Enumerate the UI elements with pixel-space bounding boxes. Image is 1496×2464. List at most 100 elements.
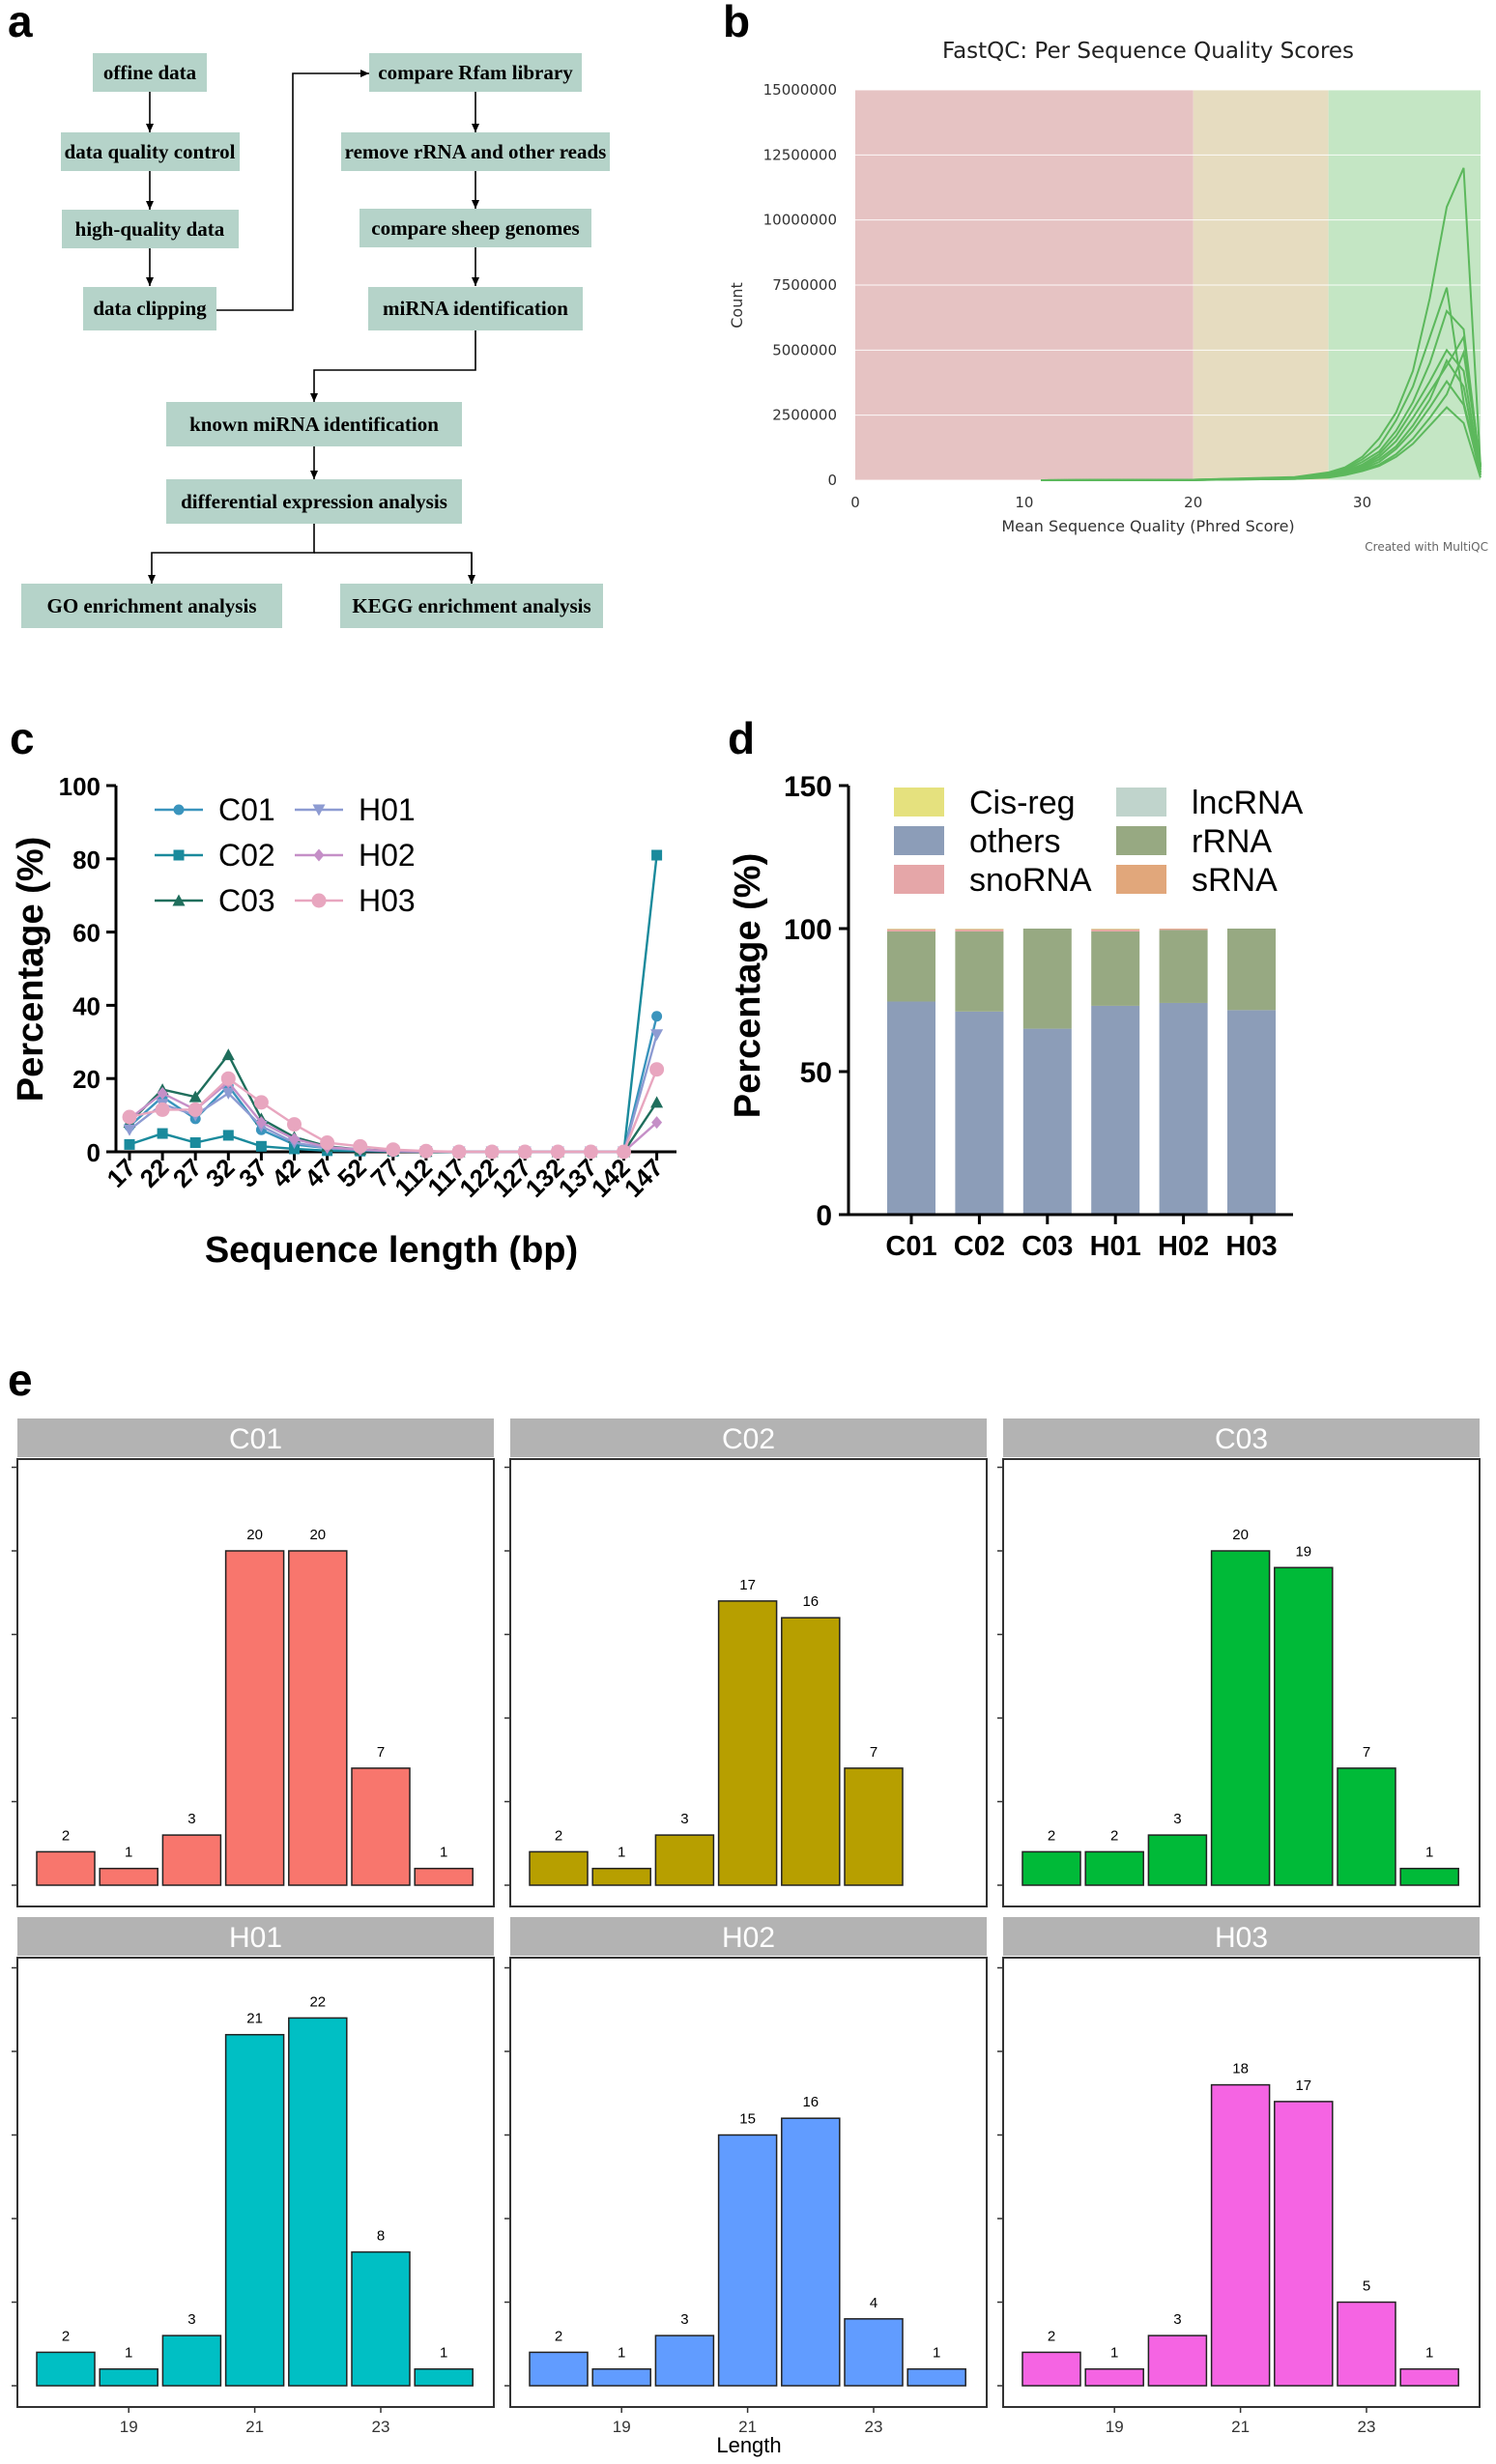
facet-title: C02 bbox=[722, 1423, 775, 1455]
flowchart: offine data data quality control high-qu… bbox=[21, 53, 610, 628]
point-C03 bbox=[188, 1090, 202, 1103]
bar-label: 7 bbox=[377, 1744, 385, 1761]
legend-item-others: others bbox=[894, 823, 1061, 860]
bar-label: 20 bbox=[309, 1527, 326, 1543]
x-tick: C01 bbox=[885, 1231, 936, 1262]
fastqc-title: FastQC: Per Sequence Quality Scores bbox=[942, 39, 1354, 64]
flow-node-qc-label: data quality control bbox=[65, 140, 236, 163]
quality-lines bbox=[1041, 167, 1482, 481]
bar-label: 3 bbox=[1173, 2311, 1181, 2328]
rna-composition-chart: 0 50 100 150 C01 C02 C03 H01 H02 H03 Cis-reg lncR… bbox=[728, 771, 1304, 1262]
bar-label: 2 bbox=[1048, 1827, 1055, 1844]
x-tick: H01 bbox=[1090, 1231, 1141, 1262]
bar-label: 16 bbox=[802, 2094, 819, 2110]
x-tick: H02 bbox=[1158, 1231, 1209, 1262]
bar-label: 1 bbox=[440, 1845, 447, 1861]
bar-stack-H01 bbox=[1091, 929, 1140, 1215]
bar-segment-snoRNA bbox=[1159, 929, 1208, 931]
flow-node-genome-label: compare sheep genomes bbox=[371, 216, 579, 240]
legend-marker-H02 bbox=[313, 848, 325, 862]
x-tick: 30 bbox=[1353, 494, 1371, 511]
bar bbox=[351, 2250, 411, 2387]
legend-marker-C03 bbox=[172, 894, 186, 906]
legend-label-sRNA: sRNA bbox=[1192, 862, 1278, 899]
y-tick: 100 bbox=[784, 914, 832, 946]
bar bbox=[1147, 1834, 1208, 1886]
facet-title: H01 bbox=[229, 1922, 282, 1954]
bar-segment-others bbox=[1022, 1028, 1072, 1215]
flow-node-offline: offine data bbox=[93, 53, 207, 92]
y-tick: 0 bbox=[827, 472, 837, 489]
bar-label: 1 bbox=[1425, 2345, 1433, 2362]
legend-label-H02: H02 bbox=[359, 838, 416, 873]
bar-stack-C03 bbox=[1022, 929, 1072, 1215]
bar-stack-H03 bbox=[1227, 929, 1276, 1215]
legend-label-C03: C03 bbox=[218, 883, 275, 918]
flow-node-clip-label: data clipping bbox=[93, 297, 207, 320]
bar bbox=[1274, 2101, 1334, 2387]
bar-stack-C01 bbox=[887, 929, 935, 1215]
bar bbox=[591, 1867, 651, 1886]
bar bbox=[1021, 2351, 1081, 2387]
c-xlabel: Sequence length (bp) bbox=[205, 1230, 578, 1271]
bar-label: 15 bbox=[739, 2111, 756, 2128]
point-H02 bbox=[289, 1132, 300, 1146]
bar-label: 3 bbox=[187, 1811, 195, 1827]
point-H03 bbox=[517, 1144, 532, 1160]
bar bbox=[654, 1834, 715, 1886]
legend-label-C01: C01 bbox=[218, 792, 275, 827]
quality-line-s9 bbox=[1041, 406, 1482, 481]
facet-strip bbox=[1003, 1917, 1480, 1956]
bar-label: 21 bbox=[246, 2011, 263, 2027]
bar bbox=[781, 1617, 841, 1886]
bar bbox=[844, 1767, 904, 1886]
panel-letter-a: a bbox=[8, 0, 33, 46]
flow-node-clip: data clipping bbox=[83, 287, 216, 330]
bar-label: 20 bbox=[1232, 1527, 1249, 1543]
bar-segment-sRNA bbox=[955, 929, 1004, 931]
bar-label: 3 bbox=[680, 2311, 688, 2328]
legend-swatch-snoRNA bbox=[894, 865, 944, 894]
bar bbox=[781, 2117, 841, 2387]
bar bbox=[414, 1867, 474, 1886]
bar bbox=[1147, 2335, 1208, 2387]
bar bbox=[1021, 1850, 1081, 1886]
bar-segment-rRNA bbox=[887, 931, 935, 1002]
bar bbox=[224, 1550, 285, 1886]
bar bbox=[1399, 2367, 1459, 2387]
legend-item-Cis-reg: Cis-reg bbox=[894, 785, 1076, 821]
y-tick: 10000000 bbox=[763, 212, 837, 229]
y-tick: 100 bbox=[59, 772, 101, 801]
point-C02 bbox=[222, 1130, 234, 1141]
flow-node-hq: high-quality data bbox=[62, 210, 239, 248]
flow-node-kegg-label: KEGG enrichment analysis bbox=[352, 594, 590, 617]
bar-segment-others bbox=[1227, 1010, 1276, 1215]
fastqc-ylabel: Count bbox=[728, 282, 746, 329]
bar-segment-rRNA bbox=[1022, 929, 1072, 1029]
bar-label: 17 bbox=[739, 1577, 756, 1593]
y-tick-labels: 0 50 100 150 bbox=[784, 771, 832, 1232]
bar bbox=[529, 2351, 589, 2387]
legend-marker-C02 bbox=[173, 849, 185, 861]
x-tick: 19 bbox=[120, 2418, 138, 2436]
bar-segment-snoRNA bbox=[1091, 930, 1140, 931]
bar bbox=[288, 2017, 348, 2387]
bar bbox=[99, 1867, 158, 1886]
legend-item-H01: H01 bbox=[295, 792, 416, 827]
panel-letter-e: e bbox=[8, 1355, 33, 1405]
y-tick: 2500000 bbox=[772, 407, 837, 424]
multiqc-credit: Created with MultiQC bbox=[1365, 540, 1488, 554]
point-H03 bbox=[649, 1062, 665, 1077]
axes bbox=[839, 784, 1293, 1224]
point-H02 bbox=[157, 1086, 168, 1100]
legend-label-H01: H01 bbox=[359, 792, 416, 827]
bar bbox=[1337, 1767, 1396, 1886]
fastqc-chart: FastQC: Per Sequence Quality Scores 0 250… bbox=[728, 39, 1488, 554]
bar bbox=[161, 2335, 222, 2387]
x-tick: C02 bbox=[954, 1231, 1005, 1262]
bar bbox=[717, 1600, 778, 1886]
x-tick: 10 bbox=[1015, 494, 1033, 511]
y-tick: 15000000 bbox=[763, 81, 837, 99]
flow-node-rrna: remove rRNA and other reads bbox=[341, 132, 610, 171]
